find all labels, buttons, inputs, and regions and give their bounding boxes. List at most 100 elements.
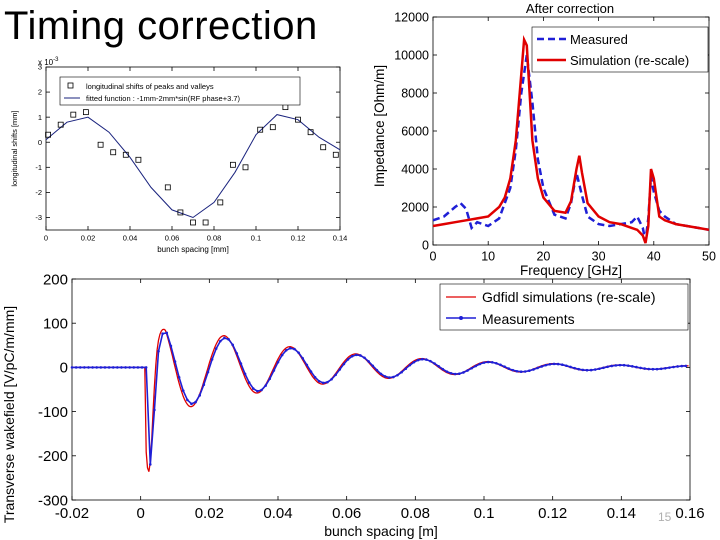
wakefield-measurement-point — [144, 366, 148, 369]
wakefield-measurement-point — [354, 353, 358, 357]
wakefield-measurement-point — [132, 366, 136, 369]
impedance-y-tick-label: 4000 — [401, 162, 429, 176]
wakefield-measurement-point — [198, 394, 202, 397]
wakefield-measurement-point — [107, 366, 111, 369]
wakefield-measurement-point — [495, 362, 498, 365]
wakefield-measurement-line — [72, 331, 686, 465]
impedance-legend: Measured Simulation (re-scale) — [531, 26, 709, 73]
wakefield-measurement-point — [618, 363, 622, 367]
wakefield-x-tick-label: 0.02 — [195, 505, 224, 522]
wakefield-legend-label-2: Measurements — [482, 311, 575, 327]
wakefield-measurement-point — [231, 343, 234, 347]
shifts-legend: longitudinal shifts of peaks and valleys… — [59, 76, 301, 106]
wakefield-y-tick-label: 0 — [60, 360, 68, 377]
wakefield-measurement-point — [202, 383, 206, 387]
wakefield-plot-frame — [71, 278, 691, 501]
wakefield-measurement-point — [519, 370, 523, 374]
shifts-x-tick-label: 0.08 — [207, 234, 222, 243]
wakefield-measurement-point — [74, 366, 78, 369]
wakefield-measurement-point — [528, 369, 531, 373]
wakefield-measurement-point — [639, 366, 642, 370]
wakefield-measurement-point — [659, 367, 663, 371]
wakefield-measurement-point — [602, 366, 605, 370]
wakefield-measurement-point — [124, 366, 127, 369]
wakefield-measurement-point — [515, 369, 519, 373]
wakefield-measurement-point — [416, 358, 420, 362]
wakefield-measurement-point — [87, 366, 90, 369]
wakefield-measurement-point — [346, 358, 350, 361]
shifts-point — [257, 126, 264, 133]
wakefield-measurement-point — [569, 365, 572, 369]
impedance-legend-box — [531, 26, 709, 73]
wakefield-y-label: Transverse wakefield [V/pC/m/mm] — [1, 306, 17, 523]
shifts-point — [177, 209, 184, 216]
shifts-point — [202, 219, 209, 226]
shifts-point — [320, 144, 327, 151]
wakefield-measurement-point — [478, 362, 482, 366]
wakefield-measurement-point — [433, 362, 436, 365]
shifts-x-tick-label: 0.02 — [81, 234, 96, 243]
wakefield-measurement-point — [437, 365, 440, 368]
wakefield-measurement-point — [635, 365, 638, 369]
wakefield-measurement-point — [223, 336, 226, 340]
wakefield-measurement-point — [78, 366, 82, 369]
shifts-y-tick-label: 1 — [38, 113, 42, 122]
wakefield-measurement-point — [404, 367, 408, 371]
wakefield-measurement-point — [486, 360, 490, 364]
wakefield-measurement-point — [663, 366, 667, 370]
wakefield-measurement-point — [606, 365, 609, 369]
wakefield-measurement-point — [396, 373, 399, 377]
wakefield-measurement-point — [684, 364, 688, 368]
wakefield-measurement-point — [120, 366, 123, 369]
wakefield-measurement-point — [672, 365, 675, 369]
wakefield-measurement-point — [239, 362, 243, 365]
shifts-legend-box — [59, 76, 301, 106]
wakefield-measurement-point — [219, 339, 222, 343]
shifts-x-tick-label: 0.1 — [251, 234, 261, 243]
wakefield-measurement-point — [470, 366, 473, 370]
wakefield-measurement-point — [70, 366, 74, 369]
wakefield-measurement-point — [408, 363, 412, 367]
wakefield-measurement-point — [560, 363, 564, 367]
wakefield-measurement-point — [177, 375, 181, 379]
chart-wakefield: -0.02 0 0.02 0.04 0.06 0.08 0.1 0.12 0.14 0.16 -30… — [1, 271, 705, 539]
wakefield-measurement-point — [598, 367, 601, 371]
impedance-legend-label-1: Measured — [570, 32, 628, 47]
wakefield-measurement-point — [532, 368, 535, 371]
wakefield-measurement-point — [116, 366, 119, 369]
shifts-point — [122, 151, 129, 158]
wakefield-measurement-point — [276, 360, 280, 364]
wakefield-measurement-point — [523, 370, 527, 373]
wakefield-measurement-point — [317, 379, 321, 383]
wakefield-measurement-point — [83, 366, 86, 369]
shifts-legend-label-1: longitudinal shifts of peaks and valleys — [86, 82, 214, 91]
shifts-exponent-label: x 10-3 — [38, 57, 59, 67]
impedance-y-tick-label: 10000 — [394, 48, 429, 62]
shifts-point — [190, 219, 196, 226]
chart-shifts: 0 0.02 0.04 0.06 0.08 0.1 0.12 0.14 -3 -2 -1 0 1 2 3x … — [10, 57, 347, 254]
wakefield-y-tick-label: 100 — [43, 315, 68, 332]
wakefield-measurement-point — [544, 363, 548, 367]
shifts-point — [83, 109, 89, 116]
wakefield-measurement-point — [573, 366, 576, 370]
impedance-legend-label-2: Simulation (re-scale) — [570, 53, 689, 68]
wakefield-measurement-point — [614, 364, 618, 367]
wakefield-measurement-point — [466, 369, 469, 372]
wakefield-measurement-point — [441, 367, 445, 371]
wakefield-y-tick-label: -300 — [38, 492, 68, 509]
wakefield-x-tick-label: 0.08 — [401, 505, 430, 522]
impedance-x-label: Frequency [GHz] — [520, 263, 622, 278]
shifts-x-tick-label: 0.14 — [333, 234, 348, 243]
wakefield-measurement-point — [338, 368, 342, 371]
wakefield-measurement-point — [227, 338, 230, 341]
wakefield-x-label: bunch spacing [m] — [324, 523, 438, 539]
wakefield-measurement-point — [631, 365, 634, 368]
page-number: 15 — [658, 510, 672, 524]
impedance-x-tick-label: 30 — [592, 250, 606, 264]
impedance-y-tick-label: 0 — [422, 238, 429, 252]
impedance-x-tick-label: 20 — [536, 250, 550, 264]
impedance-simulation-line — [432, 35, 710, 244]
wakefield-measurement-point — [383, 375, 387, 378]
wakefield-measurement-point — [165, 331, 169, 335]
wakefield-y-tick-label: 200 — [43, 271, 68, 288]
